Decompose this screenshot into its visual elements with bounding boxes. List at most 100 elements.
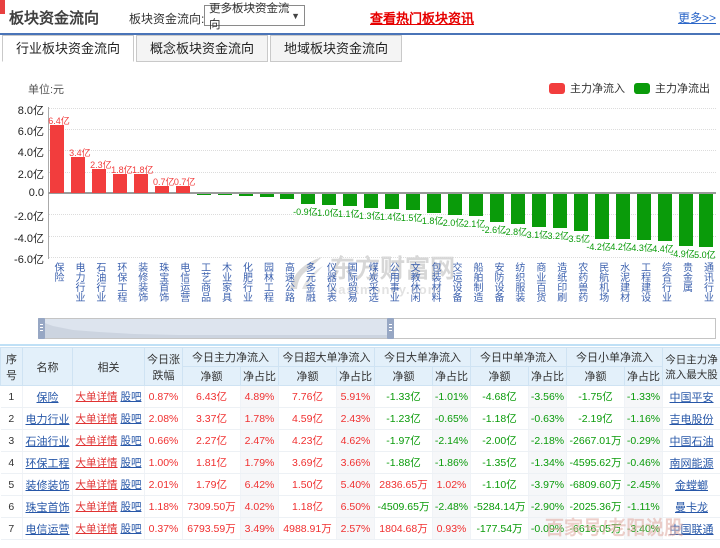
top-stock-link[interactable]: 南网能源: [669, 457, 714, 470]
top-stock-link[interactable]: 中国石油: [669, 435, 714, 448]
chart-legend: 主力净流入 主力净流出: [549, 80, 710, 96]
x-axis-category-label[interactable]: 通讯行业: [701, 262, 713, 302]
big-order-detail-link[interactable]: 大单详情: [75, 523, 118, 535]
x-axis-category-label[interactable]: 国际贸易: [345, 262, 357, 302]
x-axis-category-label[interactable]: 装修装饰: [135, 262, 147, 302]
watermark-subtext: eastmoney.com: [330, 282, 441, 297]
value: 0.37%: [148, 522, 179, 535]
guba-link[interactable]: 股吧: [120, 413, 142, 425]
x-axis-category-label[interactable]: 工艺商品: [198, 262, 210, 302]
top-stock-link[interactable]: 金螳螂: [675, 479, 708, 492]
x-axis-category-label[interactable]: 综合行业: [659, 262, 671, 302]
chart-bar: [259, 194, 274, 197]
guba-link[interactable]: 股吧: [120, 501, 142, 513]
sector-link[interactable]: 环保工程: [25, 457, 70, 470]
x-axis-category-label[interactable]: 仪器仪表: [324, 262, 336, 302]
x-axis-category-label[interactable]: 农药兽药: [575, 262, 587, 302]
sector-link[interactable]: 电力行业: [25, 413, 70, 426]
table-row: 2 电力行业 大单详情 股吧 2.08% 3.37亿 1.78% 4.59亿 2.43% -1.…: [0, 407, 720, 430]
net-ratio-cell: 3.49%: [240, 517, 279, 540]
flow-select-dropdown[interactable]: 更多板块资金流向 ▼: [204, 3, 305, 31]
net-amount-cell: -6616.05万: [566, 517, 625, 540]
column-header: 今日主力净流入: [182, 347, 279, 367]
value: 7.76亿: [292, 391, 323, 403]
x-axis-category-label[interactable]: 保险: [52, 262, 63, 282]
x-axis-category-label[interactable]: 贵金属: [680, 262, 692, 292]
x-axis-category-label[interactable]: 公用事业: [387, 262, 399, 302]
x-axis-category-label[interactable]: 纺织服装: [512, 262, 524, 302]
value: 1.81亿: [196, 457, 227, 469]
x-axis-category-label[interactable]: 交运设备: [450, 262, 462, 302]
page-title: 板块资金流向: [9, 10, 100, 27]
x-axis-category-label[interactable]: 安防设备: [491, 262, 503, 302]
x-axis-category-label[interactable]: 多元金融: [303, 262, 315, 302]
chart-range-navigator[interactable]: [38, 318, 716, 339]
x-axis-category-label[interactable]: 木业家具: [219, 262, 231, 302]
big-order-detail-link[interactable]: 大单详情: [75, 413, 118, 425]
x-axis-category-label[interactable]: 包装材料: [429, 262, 441, 302]
x-axis-category-label[interactable]: 园林工程: [261, 262, 273, 302]
value: -1.86%: [434, 456, 469, 469]
guba-link[interactable]: 股吧: [120, 435, 142, 447]
guba-link[interactable]: 股吧: [120, 457, 142, 469]
net-amount-cell: 1.81亿: [182, 451, 241, 474]
x-axis-category-label[interactable]: 船舶制造: [471, 262, 482, 302]
tab-industry-flow[interactable]: 行业板块资金流向: [2, 35, 135, 62]
value: -6809.60万: [569, 479, 622, 491]
sector-link[interactable]: 珠宝首饰: [25, 501, 70, 514]
x-axis-category-label[interactable]: 水泥建材: [617, 262, 629, 302]
x-axis-category-label[interactable]: 电力行业: [72, 262, 84, 302]
legend-outflow-label: 主力净流出: [655, 83, 710, 95]
top-stock-link[interactable]: 曼卡龙: [675, 501, 708, 514]
value: 2.27亿: [196, 435, 227, 447]
hot-sector-news-link[interactable]: 查看热门板块资讯: [370, 11, 475, 26]
eastmoney-watermark: 东方财富网 eastmoney.com: [288, 256, 455, 297]
top-stock-link[interactable]: 吉电股份: [669, 413, 714, 426]
x-axis-category-label[interactable]: 煤炭采选: [366, 262, 378, 302]
sector-link[interactable]: 装修装饰: [25, 479, 70, 492]
x-axis-category-label[interactable]: 电信运营: [177, 262, 189, 302]
gridline: [48, 107, 716, 109]
x-axis-category-label[interactable]: 工程建设: [638, 262, 650, 302]
big-order-detail-link[interactable]: 大单详情: [75, 457, 118, 469]
more-link[interactable]: 更多>>: [677, 11, 716, 25]
bar-value-label: -4.3亿: [628, 242, 653, 253]
navigator-selected-range[interactable]: [39, 319, 391, 338]
sector-link[interactable]: 保险: [36, 391, 59, 404]
navigator-right-handle[interactable]: [387, 318, 394, 339]
top-stock-link[interactable]: 中国联通: [669, 523, 714, 536]
x-axis-category-label[interactable]: 造纸印刷: [554, 262, 566, 302]
big-order-detail-link[interactable]: 大单详情: [75, 501, 118, 513]
tab-region-flow[interactable]: 地域板块资金流向: [270, 35, 403, 62]
sector-link[interactable]: 石油行业: [25, 435, 70, 448]
guba-link[interactable]: 股吧: [120, 523, 142, 535]
chart-bar: [133, 173, 148, 193]
x-axis-category-label[interactable]: 民航机场: [596, 262, 608, 302]
tab-concept-flow[interactable]: 概念板块资金流向: [136, 35, 269, 62]
x-axis-category-label[interactable]: 环保工程: [114, 262, 126, 302]
top-stock-link[interactable]: 中国平安: [669, 391, 714, 404]
eastmoney-logo-icon: [290, 257, 323, 289]
sector-link[interactable]: 电信运营: [25, 523, 70, 536]
x-axis-category-label[interactable]: 商业百货: [533, 262, 545, 302]
bar-value-label: -1.1亿: [335, 208, 360, 219]
guba-link[interactable]: 股吧: [120, 479, 142, 491]
guba-link[interactable]: 股吧: [120, 391, 142, 403]
x-axis-category-label[interactable]: 石油行业: [93, 262, 105, 302]
x-axis-category-label[interactable]: 珠宝首饰: [156, 262, 168, 302]
chart-bar: [364, 194, 379, 208]
value: -4509.65万: [377, 501, 430, 513]
chevron-down-icon: ▼: [291, 10, 300, 21]
big-order-detail-link[interactable]: 大单详情: [75, 391, 118, 403]
value: 4.23亿: [292, 435, 323, 447]
big-order-detail-link[interactable]: 大单详情: [75, 479, 118, 491]
value: -1.18亿: [482, 413, 517, 425]
net-ratio-cell: -1.33%: [624, 385, 663, 408]
x-axis-category-label[interactable]: 文教休闲: [408, 262, 420, 302]
x-axis-category-label[interactable]: 高速公路: [282, 262, 294, 302]
x-axis-category-label[interactable]: 化肥行业: [240, 262, 252, 302]
big-order-detail-link[interactable]: 大单详情: [75, 435, 118, 447]
navigator-left-handle[interactable]: [38, 318, 45, 339]
net-ratio-cell: 4.62%: [336, 429, 375, 452]
column-header: 净额: [566, 366, 625, 386]
